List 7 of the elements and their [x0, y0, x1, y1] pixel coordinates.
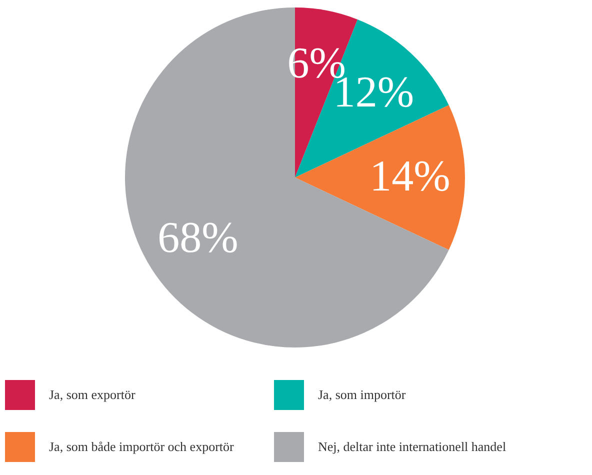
data-label: 68%: [158, 213, 238, 262]
pie-slice: [125, 8, 449, 348]
legend-label: Nej, deltar inte internationell handel: [318, 439, 506, 454]
legend-label: Ja, som exportör: [49, 387, 136, 402]
legend-label: Ja, som både importör och exportör: [49, 439, 235, 454]
legend-label: Ja, som importör: [318, 387, 406, 402]
data-label: 14%: [370, 152, 450, 200]
